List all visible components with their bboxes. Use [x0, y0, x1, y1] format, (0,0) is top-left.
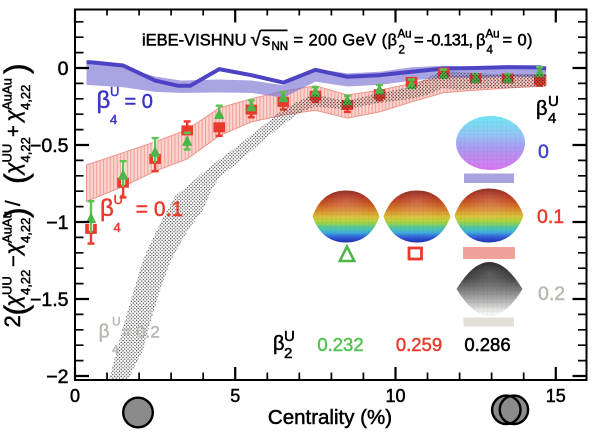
svg-text:): ) [0, 63, 34, 74]
svg-text:= 0.2: = 0.2 [122, 323, 160, 342]
svg-text:−1.5: −1.5 [30, 289, 69, 311]
svg-text:/: / [3, 200, 25, 206]
svg-text:4: 4 [110, 112, 117, 127]
svg-text:U: U [110, 84, 119, 99]
svg-text:4: 4 [114, 220, 121, 235]
svg-text:(: ( [0, 305, 34, 316]
svg-text:−1: −1 [46, 212, 68, 234]
svg-text:10: 10 [385, 386, 405, 406]
svg-text:= 0: = 0 [125, 91, 153, 113]
svg-text:β: β [536, 98, 548, 120]
svg-text:5: 5 [230, 386, 240, 406]
svg-text:−: − [3, 255, 25, 267]
svg-text:β: β [99, 322, 110, 343]
svg-text:0.232: 0.232 [317, 334, 363, 355]
svg-text:= 0.1: = 0.1 [136, 198, 183, 221]
svg-text:U: U [112, 317, 120, 329]
svg-text:= 200 GeV (β: = 200 GeV (β [294, 32, 398, 50]
svg-text:U: U [284, 328, 295, 345]
svg-text:4,22: 4,22 [18, 218, 33, 243]
svg-text:0.1: 0.1 [537, 206, 564, 228]
svg-text:χ: χ [2, 162, 25, 176]
svg-text:β: β [273, 333, 285, 355]
svg-text:4,22: 4,22 [18, 270, 33, 295]
svg-text:4: 4 [487, 45, 494, 57]
svg-text:Au: Au [486, 29, 500, 41]
svg-text:iEBE-VISHNU: iEBE-VISHNU [142, 32, 247, 50]
svg-text:4: 4 [548, 110, 556, 127]
svg-text:β: β [100, 195, 114, 222]
svg-text:χ: χ [2, 243, 25, 257]
svg-text:√: √ [251, 30, 262, 51]
svg-text:s: s [262, 32, 270, 50]
svg-text:χ: χ [2, 295, 25, 309]
svg-text:Centrality (%): Centrality (%) [268, 406, 392, 429]
svg-text:UU: UU [0, 144, 15, 163]
svg-text:): ) [0, 207, 34, 218]
svg-text:U: U [548, 93, 559, 110]
svg-text:χ: χ [2, 110, 25, 124]
svg-text:4: 4 [112, 345, 119, 357]
svg-text:−0.5: −0.5 [30, 135, 69, 157]
svg-text:= -0.131, β: = -0.131, β [414, 32, 486, 50]
svg-text:0: 0 [70, 386, 80, 406]
svg-text:0.2: 0.2 [538, 283, 565, 305]
svg-text:= 0): = 0) [503, 32, 533, 50]
svg-text:Au: Au [398, 29, 412, 41]
svg-text:0: 0 [58, 58, 69, 80]
svg-text:UU: UU [0, 276, 15, 295]
svg-text:0.259: 0.259 [396, 334, 442, 355]
svg-text:0.286: 0.286 [464, 334, 510, 355]
svg-text:2: 2 [0, 315, 25, 327]
svg-text:U: U [114, 192, 123, 207]
svg-text:4,22: 4,22 [18, 137, 33, 162]
svg-text:+: + [3, 125, 25, 137]
svg-text:−2: −2 [46, 366, 68, 388]
svg-text:15: 15 [546, 386, 566, 406]
svg-text:NN: NN [272, 41, 289, 53]
svg-text:β: β [97, 87, 111, 114]
svg-text:0: 0 [538, 141, 549, 163]
svg-text:2: 2 [284, 345, 292, 362]
svg-text:AuAu: AuAu [0, 78, 15, 110]
svg-text:(: ( [0, 173, 34, 184]
svg-text:4,22: 4,22 [18, 85, 33, 110]
svg-text:AuAu: AuAu [0, 211, 15, 243]
svg-text:2: 2 [399, 45, 405, 57]
